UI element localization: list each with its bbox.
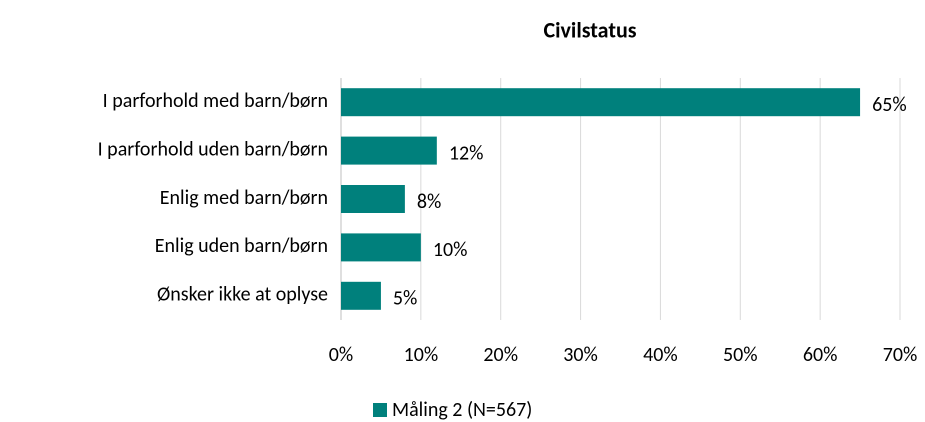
chart-title: Civilstatus xyxy=(543,16,636,43)
bar xyxy=(341,233,421,262)
bar xyxy=(341,88,861,117)
x-tick-label: 40% xyxy=(643,343,678,367)
x-tick-label: 30% xyxy=(563,343,598,367)
y-tick-label: Enlig uden barn/børn xyxy=(155,234,328,258)
x-tick-label: 20% xyxy=(483,343,518,367)
data-label: 8% xyxy=(417,190,441,214)
x-tick-label: 60% xyxy=(803,343,838,367)
data-label: 12% xyxy=(449,141,484,165)
y-tick-label: Ønsker ikke at oplyse xyxy=(157,283,328,307)
bar xyxy=(341,281,381,310)
data-label: 10% xyxy=(433,238,468,262)
legend-label: Måling 2 (N=567) xyxy=(392,398,532,422)
bar xyxy=(341,136,437,165)
legend-swatch xyxy=(373,403,387,417)
x-tick-label: 50% xyxy=(723,343,758,367)
x-tick-label: 0% xyxy=(329,343,353,367)
x-tick-label: 10% xyxy=(404,343,439,367)
y-tick-label: Enlig med barn/børn xyxy=(160,186,328,210)
data-label: 5% xyxy=(393,287,417,311)
data-label: 65% xyxy=(872,93,907,117)
y-tick-label: I parforhold med barn/børn xyxy=(103,89,328,113)
bar xyxy=(341,185,405,213)
y-tick-label: I parforhold uden barn/børn xyxy=(98,137,328,161)
x-tick-label: 70% xyxy=(883,343,918,367)
